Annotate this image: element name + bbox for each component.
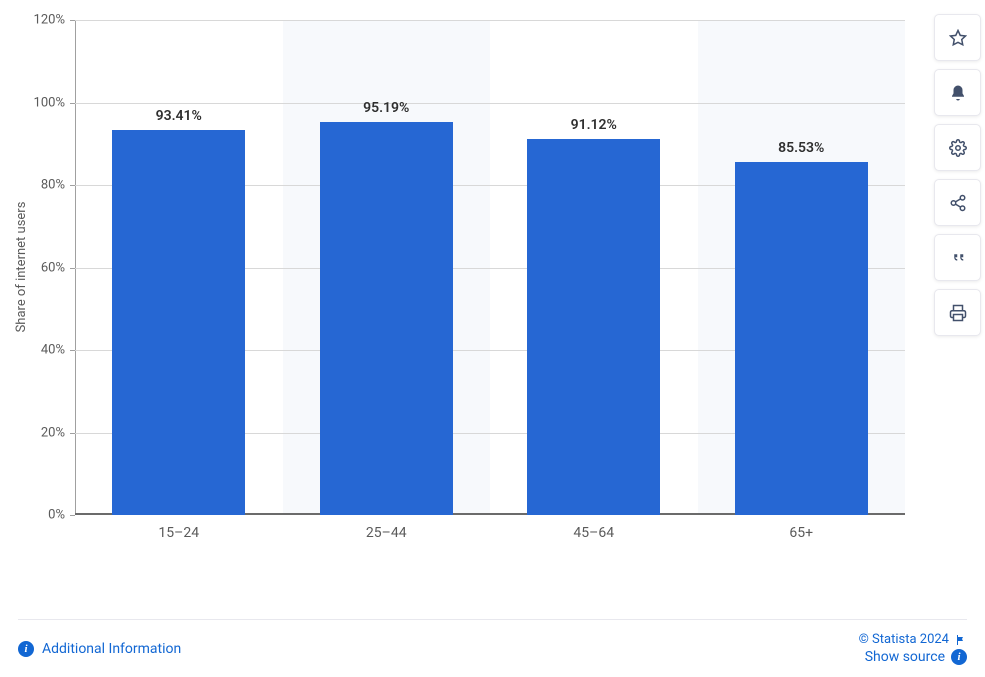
ytick-mark — [70, 103, 75, 104]
gridline — [75, 20, 905, 21]
gear-icon — [949, 139, 967, 157]
print-button[interactable] — [934, 289, 981, 336]
notify-button[interactable] — [934, 69, 981, 116]
quote-icon — [949, 249, 967, 267]
xtick-label: 25–44 — [366, 525, 407, 541]
ytick-mark — [70, 433, 75, 434]
additional-info-label: Additional Information — [42, 641, 181, 657]
ytick-label: 100% — [34, 95, 65, 110]
flag-icon — [955, 634, 967, 646]
plot-area: 0%20%40%60%80%100%120%93.41%15–2495.19%2… — [75, 20, 905, 515]
ytick-label: 80% — [41, 178, 65, 193]
print-icon — [949, 304, 967, 322]
toolbar — [934, 14, 981, 336]
bar[interactable]: 95.19% — [320, 122, 453, 515]
ytick-mark — [70, 515, 75, 516]
settings-button[interactable] — [934, 124, 981, 171]
ytick-label: 120% — [34, 13, 65, 28]
bar-value-label: 95.19% — [363, 100, 409, 116]
bar[interactable]: 93.41% — [112, 130, 245, 515]
bar[interactable]: 85.53% — [735, 162, 868, 515]
bar[interactable]: 91.12% — [527, 139, 660, 515]
ytick-label: 20% — [41, 425, 65, 440]
bar-value-label: 85.53% — [778, 140, 824, 156]
bar-value-label: 93.41% — [156, 108, 202, 124]
y-axis-title: Share of internet users — [14, 202, 29, 333]
info-icon: i — [951, 649, 967, 665]
ytick-label: 0% — [48, 508, 65, 523]
info-icon: i — [18, 641, 34, 657]
xtick-label: 45–64 — [573, 525, 614, 541]
chart-container: Share of internet users 0%20%40%60%80%10… — [0, 0, 985, 677]
bell-icon — [949, 84, 967, 102]
share-icon — [949, 194, 967, 212]
footer-right: © Statista 2024 Show source i — [859, 632, 967, 665]
xtick-label: 15–24 — [158, 525, 199, 541]
ytick-label: 60% — [41, 260, 65, 275]
ytick-mark — [70, 20, 75, 21]
xtick-label: 65+ — [789, 525, 813, 541]
cite-button[interactable] — [934, 234, 981, 281]
chart-footer: i Additional Information © Statista 2024… — [18, 619, 967, 677]
share-button[interactable] — [934, 179, 981, 226]
show-source-label: Show source — [865, 649, 945, 665]
copyright-link[interactable]: © Statista 2024 — [859, 632, 967, 647]
star-icon — [949, 29, 967, 47]
gridline — [75, 103, 905, 104]
additional-info-link[interactable]: i Additional Information — [18, 641, 181, 657]
copyright-text: © Statista 2024 — [859, 632, 949, 647]
ytick-mark — [70, 350, 75, 351]
ytick-mark — [70, 185, 75, 186]
favorite-button[interactable] — [934, 14, 981, 61]
ytick-mark — [70, 268, 75, 269]
ytick-label: 40% — [41, 343, 65, 358]
bar-value-label: 91.12% — [571, 117, 617, 133]
show-source-link[interactable]: Show source i — [865, 649, 967, 665]
